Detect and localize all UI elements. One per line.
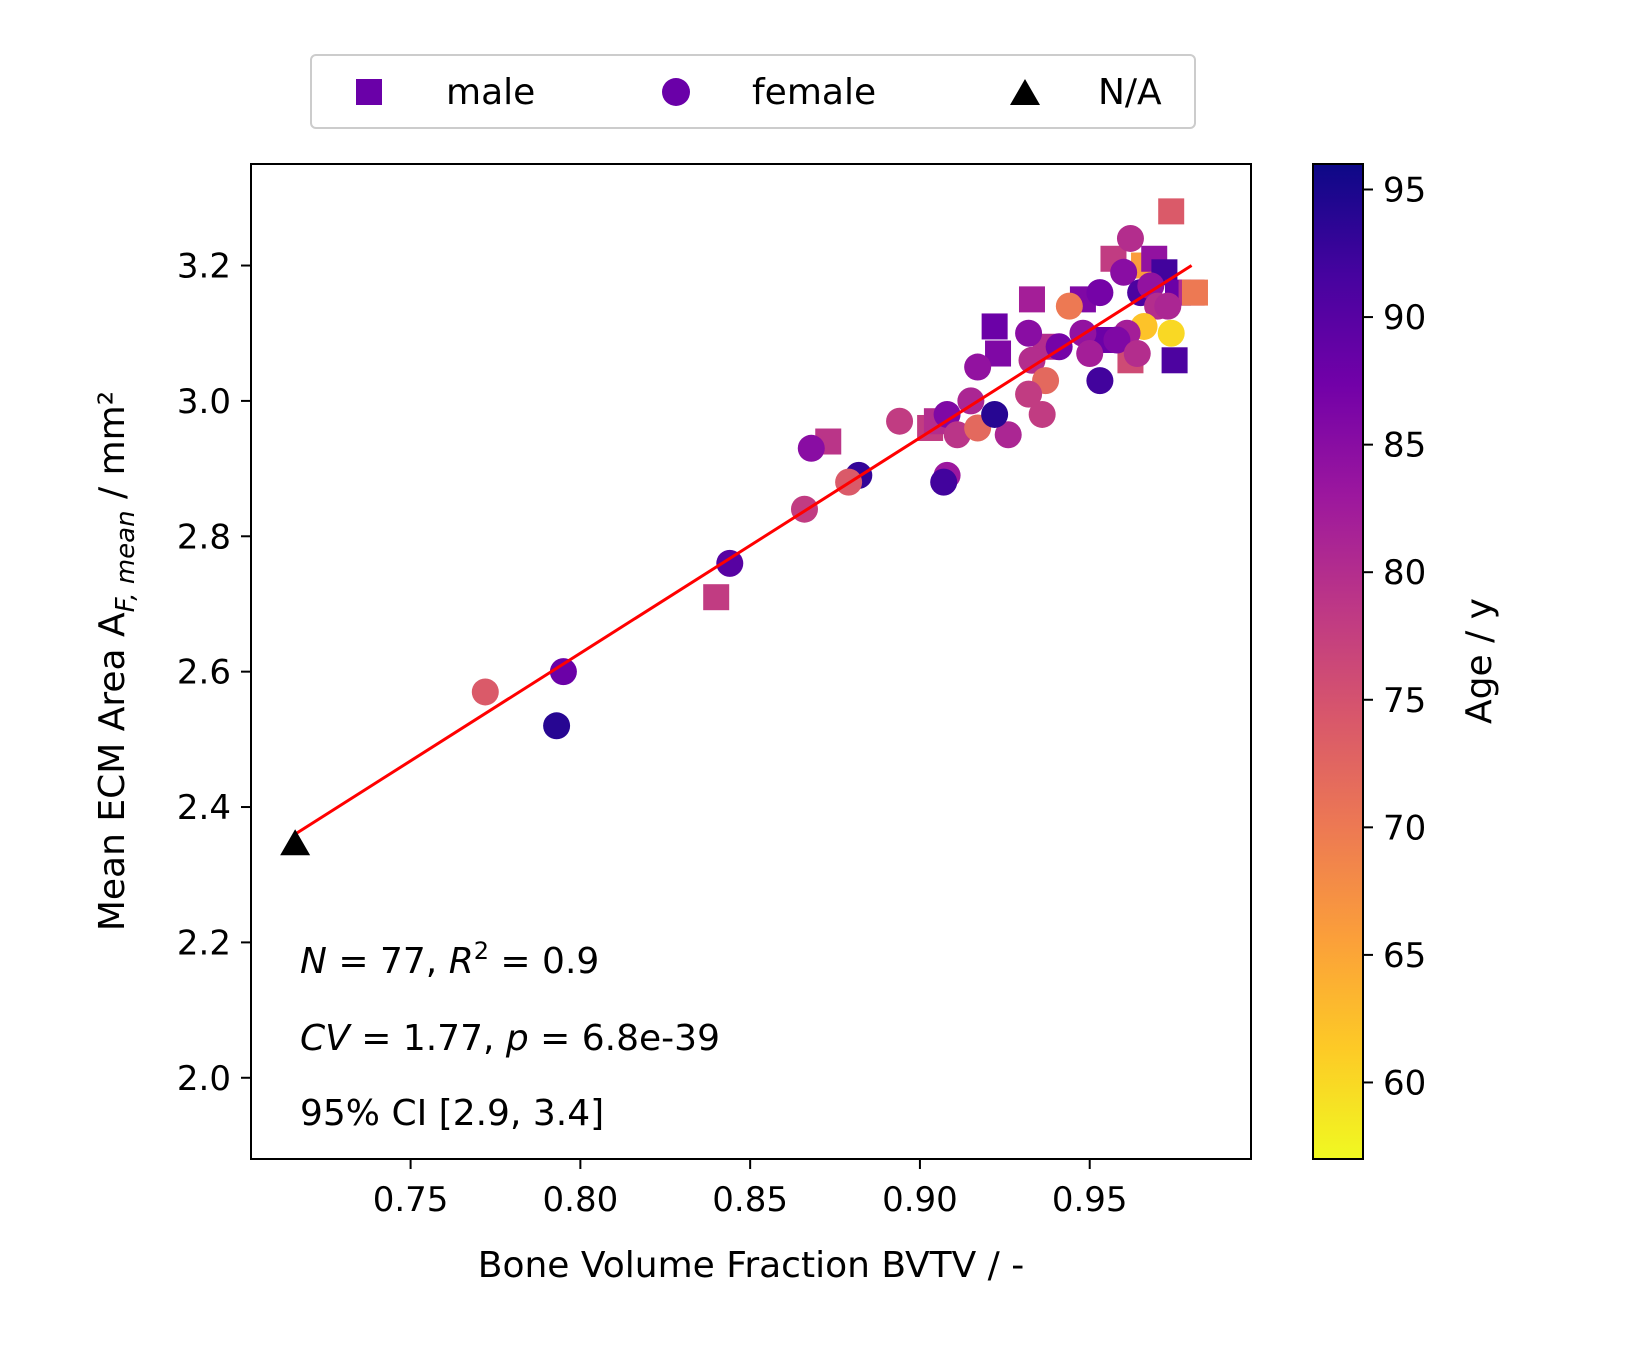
female-point [981,400,1009,428]
female-point [1154,292,1182,320]
y-tick-label: 3.2 [177,247,231,287]
male-point [1161,347,1188,374]
x-tick-label: 0.95 [1052,1180,1128,1220]
legend-male-marker [356,79,382,105]
y-tick-label: 2.0 [177,1059,231,1099]
female-point [994,421,1022,449]
plot-frame [250,163,1252,1160]
colorbar-label: Age / y [1459,598,1500,724]
female-point [1123,340,1151,368]
legend-frame [310,54,1196,129]
female-point [1028,400,1056,428]
female-point [549,658,577,686]
colorbar-tick-label: 65 [1383,936,1426,976]
colorbar-tick-label: 80 [1383,553,1426,593]
x-tick-label: 0.80 [543,1180,619,1220]
female-point [1076,340,1104,368]
legend-male-label: male [446,72,535,113]
x-tick-label: 0.75 [373,1180,449,1220]
colorbar-ticks: 60 65 70 75 80 85 90 95 [1363,171,1426,1103]
female-point [930,468,958,496]
male-point [1181,279,1208,306]
y-tick-label: 2.4 [177,788,231,828]
colorbar-tick-label: 85 [1383,426,1426,466]
female-point [1157,319,1185,347]
na-point [280,829,311,856]
female-point [1116,224,1144,252]
colorbar-tick-label: 60 [1383,1063,1426,1103]
legend-na-marker [1010,79,1040,105]
female-point [933,400,961,428]
female-point [957,387,985,415]
y-axis-label: Mean ECM Area AF, mean / mm² [92,391,141,931]
male-point [1018,286,1045,313]
colorbar-tick-label: 75 [1383,681,1426,721]
x-tick-label: 0.85 [712,1180,788,1220]
female-point [943,421,971,449]
stats-annotation-line: N = 77, R2 = 0.9 [300,937,599,982]
female-point [1110,258,1138,286]
male-point [1158,198,1185,225]
female-point [1015,380,1043,408]
legend-female-marker [662,78,690,106]
female-point [543,712,571,740]
y-axis: 2.0 2.2 2.4 2.6 2.8 3.0 3.2 [177,247,251,1099]
female-point [1055,292,1083,320]
female-point [886,407,914,435]
male-point [703,584,730,611]
stats-annotation-line: CV = 1.77, p = 6.8e-39 [300,1018,720,1059]
stats-annotation-line: 95% CI [2.9, 3.4] [300,1093,604,1134]
female-point [1015,319,1043,347]
y-tick-label: 2.6 [177,653,231,693]
legend: male female N/A [310,54,1196,129]
x-tick-label: 0.90 [882,1180,958,1220]
colorbar-tick-label: 70 [1383,808,1426,848]
female-point [964,353,992,381]
female-point [1086,279,1114,307]
plot-area: 0.75 0.80 0.85 0.90 0.95 2.0 2.2 2.4 2.6 2.8 3.0 3… [177,163,1252,1220]
y-tick-label: 2.2 [177,923,231,963]
y-tick-label: 2.8 [177,517,231,557]
x-axis: 0.75 0.80 0.85 0.90 0.95 [373,1159,1128,1220]
female-point [716,549,744,577]
female-point [471,678,499,706]
legend-na-label: N/A [1098,72,1162,113]
x-axis-label: Bone Volume Fraction BVTV / - [478,1245,1024,1286]
y-tick-label: 3.0 [177,382,231,422]
female-point [1086,367,1114,395]
stats-annotations: N = 77, R2 = 0.9 CV = 1.77, p = 6.8e-39 95… [300,937,720,1134]
colorbar-tick-label: 90 [1383,298,1426,338]
colorbar-gradient [1312,163,1364,1160]
colorbar: 60 65 70 75 80 85 90 95 Age / y [1312,163,1500,1160]
female-point [1137,272,1165,300]
male-point [981,313,1008,340]
legend-female-label: female [752,72,876,113]
fit-line [294,264,1193,836]
female-point [797,434,825,462]
markers [471,198,1208,740]
female-point [1018,346,1046,374]
colorbar-tick-label: 95 [1383,171,1426,211]
female-point [1103,326,1131,354]
